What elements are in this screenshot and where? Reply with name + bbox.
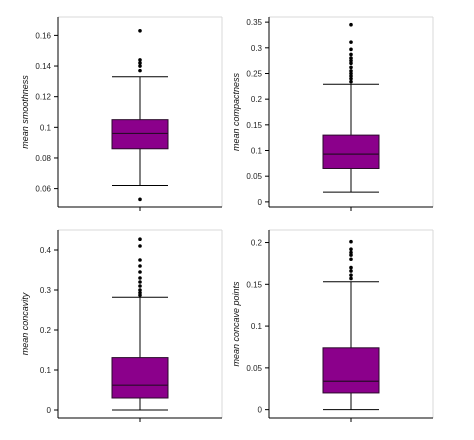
- outlier-point: [138, 61, 142, 65]
- outlier-point: [349, 257, 353, 262]
- y-tick-label: 0.25: [246, 69, 262, 78]
- y-tick-label: 0.1: [40, 366, 52, 375]
- y-axis-label: mean concavity: [20, 292, 30, 355]
- outlier-point: [349, 40, 353, 44]
- box-plot-panel: 0 0.05 0.1 0.15 0.2 0.25 0.3 0.35 mean compactne…: [231, 16, 434, 211]
- outlier-point: [349, 69, 353, 73]
- outlier-point: [138, 280, 142, 284]
- y-tick-label: 0.3: [40, 286, 52, 295]
- outlier-point: [349, 56, 353, 60]
- outlier-point: [349, 71, 353, 76]
- outlier-point: [349, 76, 353, 81]
- outlier-point: [349, 247, 353, 252]
- outlier-point: [349, 250, 353, 255]
- y-tick-label: 0.1: [40, 123, 52, 132]
- y-tick-label: 0: [258, 198, 263, 207]
- y-tick-label: 0: [258, 406, 263, 415]
- outlier-point: [349, 22, 353, 27]
- box-plot-panel: 0 0.05 0.1 0.15 0.2 mean concave points: [231, 229, 434, 422]
- iqr-box: [322, 134, 380, 169]
- outlier-point: [349, 273, 353, 277]
- outlier-point: [349, 276, 353, 281]
- y-tick-label: 0.3: [251, 44, 263, 53]
- outlier-point: [349, 253, 353, 257]
- outlier-point: [138, 276, 142, 280]
- outlier-point: [138, 258, 142, 262]
- outlier-point: [138, 64, 142, 68]
- outlier-point: [349, 47, 353, 52]
- y-tick-label: 0.2: [251, 95, 263, 104]
- y-tick-label: 0.2: [40, 326, 52, 335]
- outlier-point: [138, 291, 142, 295]
- outlier-point: [349, 74, 353, 78]
- outlier-point: [138, 197, 142, 202]
- y-tick-label: 0.05: [246, 364, 262, 373]
- outlier-point: [138, 237, 142, 241]
- y-tick-label: 0.1: [251, 147, 263, 156]
- box-plot-panel: 0 0.1 0.2 0.3 0.4 mean concavity: [20, 229, 223, 422]
- outlier-point: [138, 244, 142, 248]
- y-tick-label: 0.35: [246, 18, 262, 27]
- outlier-point: [138, 288, 142, 292]
- y-tick-label: 0.2: [251, 239, 263, 248]
- y-tick-label: 0: [47, 406, 52, 415]
- outlier-point: [349, 65, 353, 70]
- outlier-point: [349, 269, 353, 273]
- outlier-point: [138, 68, 142, 73]
- outlier-point: [138, 264, 142, 268]
- y-tick-label: 0.06: [35, 185, 51, 194]
- outlier-point: [349, 239, 353, 244]
- outlier-point: [138, 284, 142, 288]
- outlier-point: [138, 270, 142, 274]
- y-tick-label: 0.1: [251, 322, 263, 331]
- outlier-point: [349, 61, 353, 66]
- iqr-box: [111, 357, 169, 399]
- outlier-point: [349, 52, 353, 57]
- outlier-point: [138, 28, 142, 33]
- y-axis-label: mean concave points: [231, 281, 241, 367]
- y-tick-label: 0.4: [40, 246, 52, 255]
- box-plot-panel: 0.06 0.08 0.1 0.12 0.14 0.16 mean smoothness: [20, 16, 223, 211]
- outlier-point: [349, 265, 353, 270]
- y-tick-label: 0.12: [35, 93, 51, 102]
- outlier-point: [349, 58, 353, 63]
- y-tick-label: 0.15: [246, 121, 262, 130]
- iqr-box: [111, 119, 169, 150]
- y-tick-label: 0.16: [35, 31, 51, 40]
- y-tick-label: 0.14: [35, 62, 51, 71]
- y-tick-label: 0.08: [35, 154, 51, 163]
- outlier-point: [349, 79, 353, 84]
- iqr-box: [322, 347, 380, 394]
- y-tick-label: 0.05: [246, 172, 262, 181]
- y-tick-label: 0.15: [246, 280, 262, 289]
- y-axis-label: mean compactness: [231, 72, 241, 151]
- outlier-point: [138, 58, 142, 62]
- y-axis-label: mean smoothness: [20, 75, 30, 149]
